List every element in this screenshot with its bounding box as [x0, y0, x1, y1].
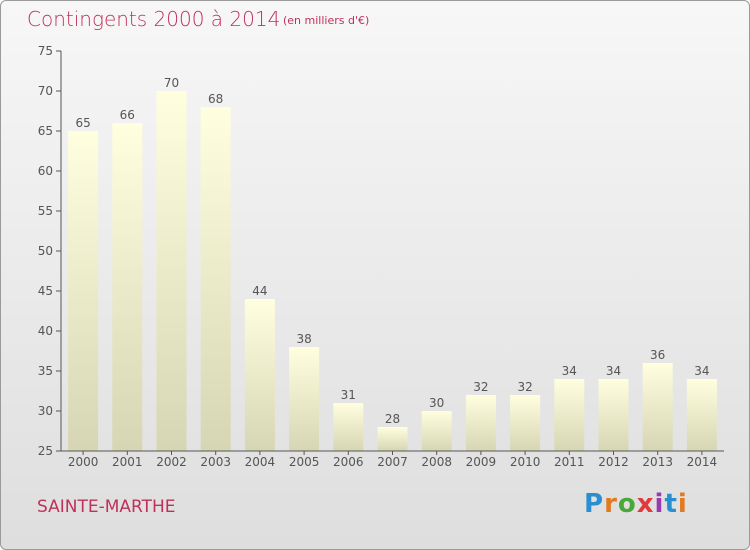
- bar-2001: [112, 123, 143, 451]
- y-tick-label-55: 55: [38, 204, 53, 218]
- y-tick-label-65: 65: [38, 124, 53, 138]
- x-tick-label-2005: 2005: [289, 455, 320, 469]
- bar-value-label-2001: 66: [120, 108, 135, 122]
- bar-value-label-2007: 28: [385, 412, 400, 426]
- y-tick-label-50: 50: [38, 244, 53, 258]
- x-tick-label-2009: 2009: [466, 455, 497, 469]
- bar-2007: [377, 427, 408, 451]
- bar-2006: [333, 403, 364, 451]
- x-tick-label-2004: 2004: [245, 455, 276, 469]
- bar-value-label-2013: 36: [650, 348, 665, 362]
- bar-value-label-2002: 70: [164, 76, 179, 90]
- chart-title: Contingents 2000 à 2014: [27, 7, 281, 31]
- bar-2000: [68, 131, 99, 451]
- chart-subtitle: (en milliers d'€): [283, 14, 370, 27]
- y-tick-label-60: 60: [38, 164, 53, 178]
- x-tick-label-2008: 2008: [421, 455, 452, 469]
- bar-2008: [421, 411, 452, 451]
- y-tick-label-30: 30: [38, 404, 53, 418]
- y-tick-label-45: 45: [38, 284, 53, 298]
- x-tick-label-2012: 2012: [598, 455, 629, 469]
- x-tick-label-2014: 2014: [687, 455, 718, 469]
- x-tick-label-2011: 2011: [554, 455, 585, 469]
- x-tick-label-2010: 2010: [510, 455, 541, 469]
- bar-value-label-2010: 32: [517, 380, 532, 394]
- axes-group: 2000 2001 2002 2003 2004 2005 2006 2007 2008 2009…: [38, 44, 724, 469]
- bar-2013: [642, 363, 673, 451]
- bar-value-label-2014: 34: [694, 364, 709, 378]
- proxiti-logo[interactable]: Proxiti: [584, 489, 688, 519]
- y-tick-label-40: 40: [38, 324, 53, 338]
- x-tick-label-2001: 2001: [112, 455, 143, 469]
- bar-2010: [510, 395, 541, 451]
- bar-value-label-2005: 38: [296, 332, 311, 346]
- x-tick-label-2000: 2000: [68, 455, 99, 469]
- bar-value-label-2000: 65: [75, 116, 90, 130]
- bar-2011: [554, 379, 585, 451]
- y-tick-label-70: 70: [38, 84, 53, 98]
- x-tick-label-2006: 2006: [333, 455, 364, 469]
- bar-value-label-2003: 68: [208, 92, 223, 106]
- bar-value-label-2008: 30: [429, 396, 444, 410]
- y-tick-label-75: 75: [38, 44, 53, 58]
- bar-value-label-2012: 34: [606, 364, 621, 378]
- bar-2004: [244, 299, 275, 451]
- bar-2014: [686, 379, 717, 451]
- x-tick-label-2003: 2003: [200, 455, 231, 469]
- bar-2005: [289, 347, 320, 451]
- y-tick-label-35: 35: [38, 364, 53, 378]
- bar-value-label-2011: 34: [562, 364, 577, 378]
- y-tick-label-25: 25: [38, 444, 53, 458]
- bar-value-label-2009: 32: [473, 380, 488, 394]
- location-label: SAINTE-MARTHE: [37, 497, 176, 517]
- bar-2003: [200, 107, 231, 451]
- bar-2002: [156, 91, 187, 451]
- bar-value-label-2004: 44: [252, 284, 267, 298]
- bar-2009: [465, 395, 496, 451]
- bar-value-label-2006: 31: [341, 388, 356, 402]
- x-tick-label-2002: 2002: [156, 455, 187, 469]
- x-tick-label-2013: 2013: [642, 455, 673, 469]
- x-tick-label-2007: 2007: [377, 455, 408, 469]
- bar-2012: [598, 379, 629, 451]
- bars-group: 65 66 70 68 44 38 31 28 30 32 32 34 34 36 34: [68, 76, 717, 451]
